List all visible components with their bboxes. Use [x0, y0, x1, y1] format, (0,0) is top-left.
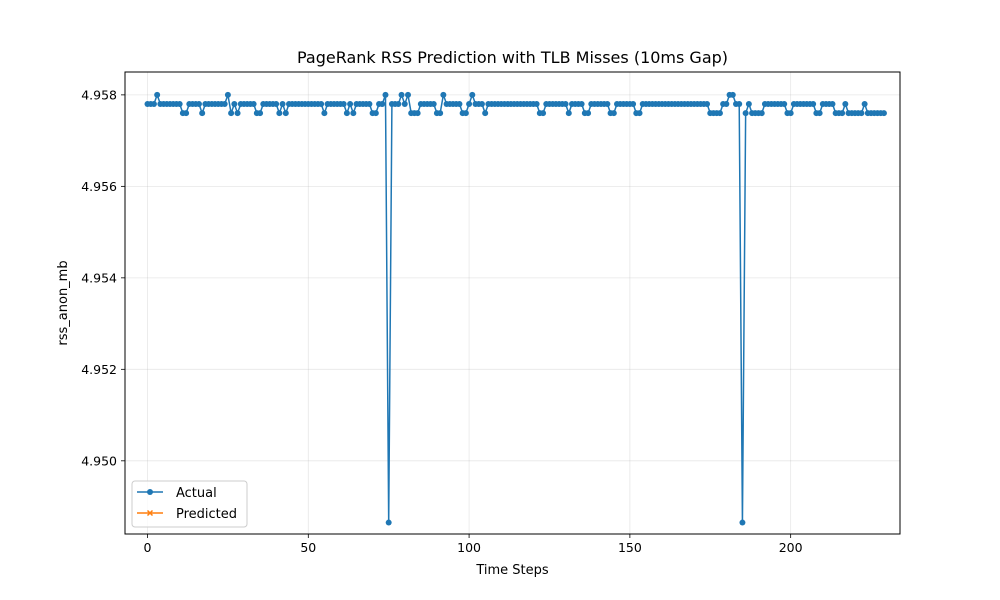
data-point	[585, 110, 592, 117]
data-point	[199, 110, 206, 117]
data-point	[787, 110, 794, 117]
data-point	[150, 101, 157, 108]
data-point	[842, 101, 849, 108]
data-point	[462, 110, 469, 117]
y-tick-label: 4.958	[81, 87, 117, 102]
data-point	[366, 101, 373, 108]
data-point	[456, 101, 463, 108]
data-point	[395, 101, 402, 108]
data-point	[340, 101, 347, 108]
x-tick-label: 50	[300, 540, 316, 555]
data-point	[382, 91, 389, 98]
data-point	[437, 110, 444, 117]
chart-title: PageRank RSS Prediction with TLB Misses …	[297, 48, 728, 67]
data-point	[829, 101, 836, 108]
axis-ticks: 0 50 100 150 200 4.950 4.952 4.954 4.956 4.958	[81, 87, 802, 555]
data-point	[604, 101, 611, 108]
data-point	[279, 101, 286, 108]
data-point	[398, 91, 405, 98]
data-point	[234, 110, 241, 117]
data-point	[578, 101, 585, 108]
data-point	[742, 110, 749, 117]
data-point	[861, 101, 868, 108]
data-point	[154, 91, 161, 98]
data-point	[562, 101, 569, 108]
data-point	[469, 91, 476, 98]
legend: Actual Predicted	[131, 480, 248, 528]
data-point	[195, 101, 202, 108]
data-point	[404, 91, 411, 98]
legend-actual-label: Actual	[176, 486, 217, 501]
y-tick-label: 4.954	[81, 270, 117, 285]
data-point	[739, 519, 746, 526]
data-point	[565, 110, 572, 117]
data-point	[758, 110, 765, 117]
data-point	[858, 110, 865, 117]
legend-predicted-label: Predicted	[176, 507, 237, 522]
data-point	[482, 110, 489, 117]
data-point	[221, 101, 228, 108]
x-tick-label: 150	[618, 540, 642, 555]
x-tick-label: 100	[457, 540, 481, 555]
data-point	[347, 101, 354, 108]
data-point	[430, 101, 437, 108]
data-point	[228, 110, 235, 117]
data-point	[250, 101, 257, 108]
data-point	[781, 101, 788, 108]
data-point	[385, 519, 392, 526]
data-point	[414, 110, 421, 117]
data-point	[379, 101, 386, 108]
data-point	[716, 110, 723, 117]
grid	[125, 72, 900, 534]
data-point	[729, 91, 736, 98]
data-point	[231, 101, 238, 108]
data-point	[440, 91, 447, 98]
data-point	[224, 91, 231, 98]
data-point	[478, 101, 485, 108]
y-axis-label: rss_anon_mb	[56, 260, 71, 345]
data-point	[372, 110, 379, 117]
data-point	[321, 110, 328, 117]
data-point	[704, 101, 711, 108]
data-point	[343, 110, 350, 117]
data-point	[276, 110, 283, 117]
legend-predicted-marker	[146, 509, 154, 517]
plot-frame	[124, 71, 901, 535]
data-point	[176, 101, 183, 108]
x-tick-label: 200	[779, 540, 803, 555]
data-point	[880, 110, 887, 117]
data-point	[810, 101, 817, 108]
data-point	[350, 110, 357, 117]
y-tick-label: 4.950	[81, 453, 117, 468]
data-point	[816, 110, 823, 117]
legend-actual-marker	[147, 489, 153, 495]
x-axis-label: Time Steps	[475, 563, 549, 578]
x-tick-label: 0	[144, 540, 152, 555]
data-point	[636, 110, 643, 117]
data-point	[282, 110, 289, 117]
data-point	[540, 110, 547, 117]
data-point	[723, 101, 730, 108]
data-point	[273, 101, 280, 108]
data-point	[257, 110, 264, 117]
data-point	[839, 110, 846, 117]
data-point	[401, 101, 408, 108]
y-tick-label: 4.956	[81, 179, 117, 194]
data-point	[318, 101, 325, 108]
data-point	[630, 101, 637, 108]
data-point	[610, 110, 617, 117]
plot-series	[144, 91, 887, 526]
data-point	[466, 101, 473, 108]
data-point	[533, 101, 540, 108]
data-point	[736, 101, 743, 108]
data-point	[745, 101, 752, 108]
y-tick-label: 4.952	[81, 362, 117, 377]
data-point	[183, 110, 190, 117]
